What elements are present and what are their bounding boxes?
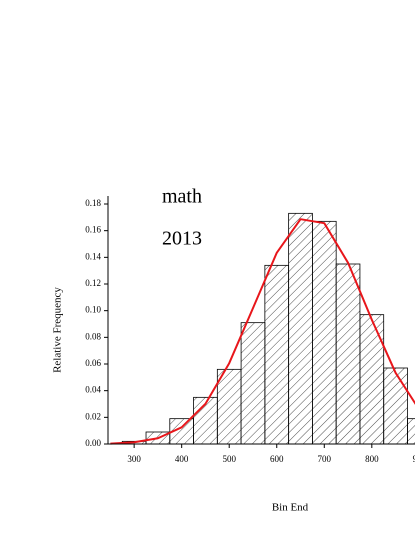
x-tick-label: 300 bbox=[127, 454, 141, 464]
bar bbox=[311, 220, 337, 445]
annotation: math bbox=[162, 186, 202, 208]
bar bbox=[359, 314, 385, 445]
y-tick-label: 0.12 bbox=[85, 278, 101, 288]
bar bbox=[383, 367, 408, 445]
y-axis-title: Relative Frequency bbox=[52, 287, 64, 373]
bar bbox=[288, 212, 313, 445]
y-tick-label: 0.10 bbox=[85, 305, 101, 315]
y-tick-label: 0.00 bbox=[85, 438, 101, 448]
x-axis-title: Bin End bbox=[272, 502, 309, 514]
x-tick-label: 800 bbox=[365, 454, 379, 464]
bar bbox=[407, 418, 415, 445]
y-tick-label: 0.04 bbox=[85, 385, 101, 395]
y-tick-label: 0.14 bbox=[85, 251, 101, 261]
x-tick-label: 900 bbox=[413, 454, 415, 464]
annotation: 2013 bbox=[162, 228, 202, 250]
bar bbox=[216, 368, 242, 445]
y-tick-label: 0.18 bbox=[85, 198, 101, 208]
y-tick-label: 0.02 bbox=[85, 411, 101, 421]
x-tick-label: 700 bbox=[318, 454, 332, 464]
x-tick-label: 500 bbox=[222, 454, 236, 464]
bar bbox=[335, 263, 361, 445]
x-tick-label: 400 bbox=[175, 454, 189, 464]
fit-curve bbox=[110, 218, 415, 445]
y-tick-label: 0.16 bbox=[85, 225, 101, 235]
y-tick-label: 0.08 bbox=[85, 331, 101, 341]
bar bbox=[264, 264, 290, 445]
x-tick-label: 600 bbox=[270, 454, 284, 464]
y-tick-label: 0.06 bbox=[85, 358, 101, 368]
bar bbox=[240, 322, 266, 445]
